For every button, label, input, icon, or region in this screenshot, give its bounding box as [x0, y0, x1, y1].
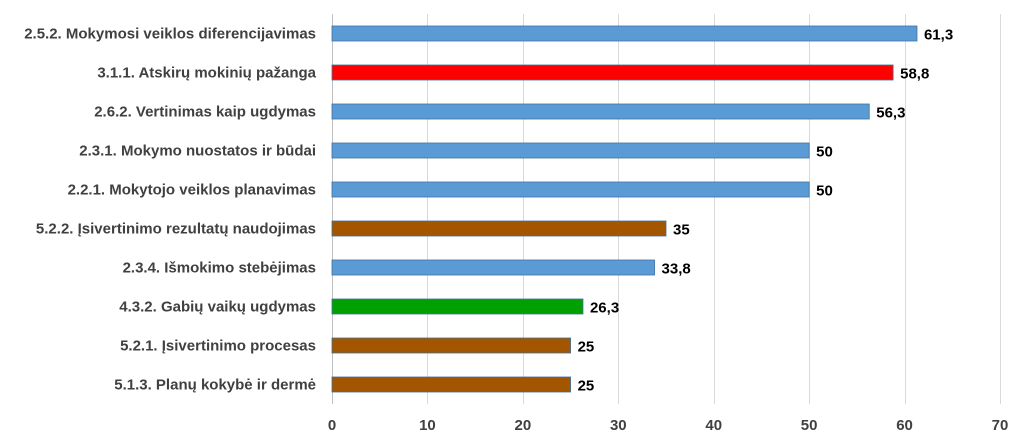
- category-label: 5.2.2. Įsivertinimo rezultatų naudojimas: [36, 221, 316, 238]
- bar: [331, 298, 584, 315]
- data-label: 50: [816, 144, 833, 161]
- category-label: 5.1.3. Planų kokybė ir dermė: [114, 377, 316, 394]
- category-label: 2.3.4. Išmokimo stebėjimas: [123, 260, 316, 277]
- data-label: 25: [578, 378, 595, 395]
- category-label: 5.2.1. Įsivertinimo procesas: [120, 338, 316, 355]
- x-axis-ticks: 0 10 20 30 40 50 60 70: [328, 417, 1009, 434]
- bar: [331, 259, 655, 276]
- bar: [331, 376, 571, 393]
- data-label: 61,3: [924, 27, 953, 44]
- category-label: 2.2.1. Mokytojo veiklos planavimas: [68, 182, 316, 199]
- data-labels: 61,3 58,8 56,3 50 50 35 33,8 26,3 25 25: [578, 27, 954, 395]
- bar: [331, 142, 810, 159]
- data-label: 33,8: [662, 261, 691, 278]
- data-label: 58,8: [900, 66, 929, 83]
- category-label: 2.3.1. Mokymo nuostatos ir būdai: [79, 143, 316, 160]
- data-label: 35: [673, 222, 690, 239]
- bar: [331, 220, 667, 237]
- data-label: 50: [816, 183, 833, 200]
- x-tick-label: 30: [610, 417, 627, 434]
- bar: [331, 64, 894, 81]
- x-tick-label: 0: [328, 417, 336, 434]
- category-label: 2.5.2. Mokymosi veiklos diferencijavimas: [24, 26, 316, 43]
- category-label: 4.3.2. Gabių vaikų ugdymas: [119, 299, 316, 316]
- data-label: 25: [578, 339, 595, 356]
- bar: [331, 103, 870, 120]
- x-tick-label: 60: [896, 417, 913, 434]
- x-tick-label: 50: [801, 417, 818, 434]
- bar: [331, 25, 918, 42]
- category-label: 3.1.1. Atskirų mokinių pažanga: [97, 65, 316, 82]
- bar: [331, 337, 571, 354]
- x-tick-label: 70: [992, 417, 1009, 434]
- category-label: 2.6.2. Vertinimas kaip ugdymas: [94, 104, 316, 121]
- category-labels: 2.5.2. Mokymosi veiklos diferencijavimas…: [24, 26, 316, 394]
- x-tick-label: 10: [419, 417, 436, 434]
- data-label: 56,3: [876, 105, 905, 122]
- bar: [331, 181, 810, 198]
- x-tick-label: 40: [705, 417, 722, 434]
- data-label: 26,3: [590, 300, 619, 317]
- x-tick-label: 20: [515, 417, 532, 434]
- bar-series: [331, 25, 918, 393]
